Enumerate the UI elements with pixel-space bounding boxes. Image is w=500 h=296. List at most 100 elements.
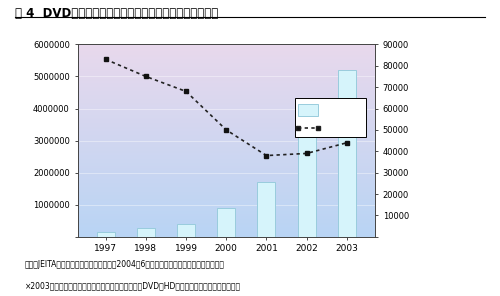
Bar bbox=[78, 156, 375, 157]
Bar bbox=[78, 232, 375, 233]
Bar bbox=[78, 68, 375, 69]
Bar bbox=[78, 139, 375, 140]
Bar bbox=[78, 150, 375, 151]
Bar bbox=[78, 59, 375, 60]
Bar bbox=[78, 181, 375, 182]
Bar bbox=[78, 44, 375, 45]
Text: 国内出荷数量: 国内出荷数量 bbox=[322, 105, 349, 114]
Bar bbox=[78, 148, 375, 149]
Bar bbox=[78, 195, 375, 197]
Bar bbox=[78, 223, 375, 224]
Bar bbox=[78, 128, 375, 129]
Bar bbox=[78, 186, 375, 187]
Bar bbox=[78, 137, 375, 138]
Bar bbox=[78, 190, 375, 191]
Bar bbox=[78, 152, 375, 153]
Bar bbox=[78, 104, 375, 105]
Bar bbox=[78, 78, 375, 79]
Bar bbox=[78, 114, 375, 115]
Bar bbox=[78, 228, 375, 229]
Bar bbox=[78, 115, 375, 117]
Bar bbox=[78, 50, 375, 51]
Bar bbox=[78, 134, 375, 135]
Bar bbox=[78, 157, 375, 158]
Bar bbox=[78, 200, 375, 201]
Bar bbox=[78, 220, 375, 221]
Bar bbox=[78, 97, 375, 98]
Bar bbox=[78, 169, 375, 170]
Bar bbox=[78, 163, 375, 164]
Bar bbox=[78, 74, 375, 75]
Bar bbox=[78, 100, 375, 101]
Bar bbox=[78, 189, 375, 190]
Bar bbox=[78, 58, 375, 59]
Bar bbox=[78, 95, 375, 96]
Bar bbox=[78, 155, 375, 156]
Bar bbox=[338, 70, 356, 237]
Bar bbox=[78, 214, 375, 215]
Bar bbox=[78, 75, 375, 76]
Bar bbox=[78, 117, 375, 118]
Bar bbox=[78, 70, 375, 71]
Bar bbox=[78, 144, 375, 145]
Bar bbox=[78, 145, 375, 146]
Bar bbox=[78, 161, 375, 162]
Bar bbox=[78, 76, 375, 77]
Bar bbox=[78, 201, 375, 202]
Bar bbox=[78, 179, 375, 180]
Bar bbox=[78, 81, 375, 82]
Bar bbox=[217, 208, 236, 237]
Bar bbox=[177, 224, 195, 237]
Bar bbox=[78, 85, 375, 86]
Bar bbox=[78, 89, 375, 90]
Bar bbox=[78, 182, 375, 183]
Bar bbox=[78, 170, 375, 171]
Bar bbox=[78, 221, 375, 222]
Bar bbox=[78, 136, 375, 137]
Bar bbox=[78, 123, 375, 124]
Bar bbox=[78, 94, 375, 95]
Bar bbox=[78, 122, 375, 123]
Bar bbox=[78, 226, 375, 227]
Text: 平均出荷単価: 平均出荷単価 bbox=[322, 124, 349, 133]
Bar bbox=[78, 69, 375, 70]
Bar bbox=[78, 119, 375, 120]
Bar bbox=[78, 167, 375, 168]
Bar bbox=[78, 199, 375, 200]
Bar bbox=[78, 112, 375, 113]
Bar bbox=[78, 88, 375, 89]
Bar bbox=[78, 147, 375, 148]
Bar bbox=[78, 82, 375, 83]
Text: ×2003に若干の上昇が見られるのは新たに登場したDVD・HDレコーダの統計が含まれるため: ×2003に若干の上昇が見られるのは新たに登場したDVD・HDレコーダの統計が含… bbox=[25, 281, 241, 290]
Bar bbox=[78, 227, 375, 228]
Bar bbox=[78, 71, 375, 72]
Bar bbox=[78, 177, 375, 178]
Bar bbox=[78, 92, 375, 94]
Bar bbox=[78, 142, 375, 144]
Bar bbox=[258, 182, 276, 237]
Bar bbox=[78, 183, 375, 184]
Bar bbox=[78, 209, 375, 210]
Bar bbox=[78, 102, 375, 103]
Bar bbox=[78, 205, 375, 206]
Bar bbox=[78, 218, 375, 220]
Bar bbox=[78, 233, 375, 234]
Bar bbox=[78, 208, 375, 209]
Bar bbox=[78, 56, 375, 57]
Bar bbox=[78, 230, 375, 231]
Bar bbox=[78, 224, 375, 225]
Bar bbox=[78, 172, 375, 173]
Bar bbox=[78, 176, 375, 177]
Bar bbox=[78, 185, 375, 186]
Bar bbox=[78, 194, 375, 195]
Bar bbox=[78, 67, 375, 68]
Bar bbox=[78, 211, 375, 212]
Bar bbox=[78, 222, 375, 223]
Bar bbox=[78, 51, 375, 52]
Bar bbox=[78, 125, 375, 126]
Bar bbox=[78, 130, 375, 131]
Bar bbox=[298, 128, 316, 237]
Bar bbox=[78, 118, 375, 119]
Bar bbox=[78, 96, 375, 97]
Bar bbox=[96, 232, 114, 237]
